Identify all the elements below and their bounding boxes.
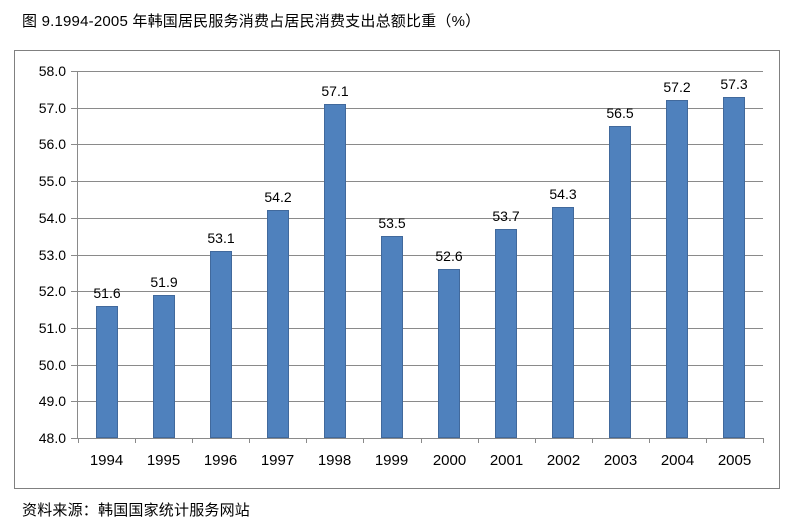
x-axis-label-1994: 1994 <box>89 452 124 469</box>
x-axis-label-2000: 2000 <box>432 452 467 469</box>
x-axis-label-2001: 2001 <box>489 452 524 469</box>
x-axis-label-2004: 2004 <box>660 452 695 469</box>
bar-value-label: 56.5 <box>606 105 634 121</box>
y-axis-tick-label: 57.0 <box>38 100 66 116</box>
y-axis-tick <box>71 218 77 219</box>
y-axis-tick-label: 48.0 <box>38 430 66 446</box>
bar-1994 <box>96 306 118 438</box>
gridline <box>78 255 763 256</box>
bar-value-label: 53.1 <box>207 230 235 246</box>
plot-area: 48.0 49.0 50.0 51.0 52.0 53.0 54.0 55.0 56.0 57.0… <box>39 63 764 469</box>
bar-1995 <box>153 295 175 438</box>
bar-value-label: 57.1 <box>321 83 349 99</box>
y-axis-tick-label: 49.0 <box>38 393 66 409</box>
x-axis-tick <box>363 438 364 443</box>
x-axis-tick <box>478 438 479 443</box>
y-axis-tick <box>71 401 77 402</box>
gridline <box>78 365 763 366</box>
source-note: 资料来源：韩国国家统计服务网站 <box>22 502 251 519</box>
x-axis-tick <box>192 438 193 443</box>
x-axis-tick <box>306 438 307 443</box>
gridline <box>78 218 763 219</box>
x-axis-tick <box>135 438 136 443</box>
x-axis-label-1998: 1998 <box>317 452 352 469</box>
x-axis-label-2002: 2002 <box>546 452 581 469</box>
y-axis-tick-label: 51.0 <box>38 320 66 336</box>
x-axis-tick <box>706 438 707 443</box>
bar-1999 <box>381 236 403 438</box>
bar-value-label: 51.6 <box>93 285 121 301</box>
chart-title: 图 9.1994-2005 年韩国居民服务消费占居民消费支出总额比重（%） <box>22 13 481 30</box>
bar-1997 <box>267 210 289 438</box>
y-axis-tick-label: 52.0 <box>38 283 66 299</box>
gridline <box>78 108 763 109</box>
y-axis-tick-label: 55.0 <box>38 173 66 189</box>
y-axis-tick-label: 58.0 <box>38 63 66 79</box>
bar-value-label: 57.3 <box>720 76 748 92</box>
x-axis-label-1996: 1996 <box>203 452 238 469</box>
bar-value-label: 53.5 <box>378 215 406 231</box>
y-axis-tick <box>71 255 77 256</box>
y-axis-tick <box>71 144 77 145</box>
x-axis-tick <box>249 438 250 443</box>
y-axis-tick <box>71 71 77 72</box>
gridline <box>78 71 763 72</box>
x-axis-tick <box>421 438 422 443</box>
gridline <box>78 181 763 182</box>
x-axis-tick <box>649 438 650 443</box>
bar-1996 <box>210 251 232 438</box>
y-axis-tick <box>71 365 77 366</box>
bar-value-label: 52.6 <box>435 248 463 264</box>
x-axis-tick <box>78 438 79 443</box>
gridline <box>78 328 763 329</box>
x-axis-label-1999: 1999 <box>374 452 409 469</box>
y-axis-tick <box>71 181 77 182</box>
x-axis-label-2003: 2003 <box>603 452 638 469</box>
gridline <box>78 401 763 402</box>
y-axis-tick-label: 50.0 <box>38 357 66 373</box>
bar-2003 <box>609 126 631 438</box>
chart-frame: 48.0 49.0 50.0 51.0 52.0 53.0 54.0 55.0 56.0 57.0… <box>14 50 780 489</box>
x-axis-tick <box>592 438 593 443</box>
bar-2004 <box>666 100 688 438</box>
x-axis-tick <box>535 438 536 443</box>
y-axis-tick-label: 53.0 <box>38 247 66 263</box>
x-axis-label-1995: 1995 <box>146 452 181 469</box>
x-axis-tick <box>763 438 764 443</box>
bar-value-label: 54.2 <box>264 189 292 205</box>
y-axis-tick <box>71 291 77 292</box>
x-axis-label-1997: 1997 <box>260 452 295 469</box>
y-axis-tick-label: 54.0 <box>38 210 66 226</box>
bar-2000 <box>438 269 460 438</box>
gridline <box>78 291 763 292</box>
bar-2005 <box>723 97 745 438</box>
bar-value-label: 53.7 <box>492 208 520 224</box>
y-axis-tick-label: 56.0 <box>38 136 66 152</box>
x-axis-label-2005: 2005 <box>717 452 752 469</box>
y-axis-tick <box>71 438 77 439</box>
bar-2002 <box>552 207 574 438</box>
y-axis-tick <box>71 108 77 109</box>
bar-value-label: 54.3 <box>549 186 577 202</box>
bar-1998 <box>324 104 346 438</box>
gridline <box>78 438 763 439</box>
bar-value-label: 51.9 <box>150 274 178 290</box>
bar-value-label: 57.2 <box>663 79 691 95</box>
gridline <box>78 144 763 145</box>
bar-2001 <box>495 229 517 438</box>
y-axis-tick <box>71 328 77 329</box>
y-axis-line <box>77 71 78 439</box>
